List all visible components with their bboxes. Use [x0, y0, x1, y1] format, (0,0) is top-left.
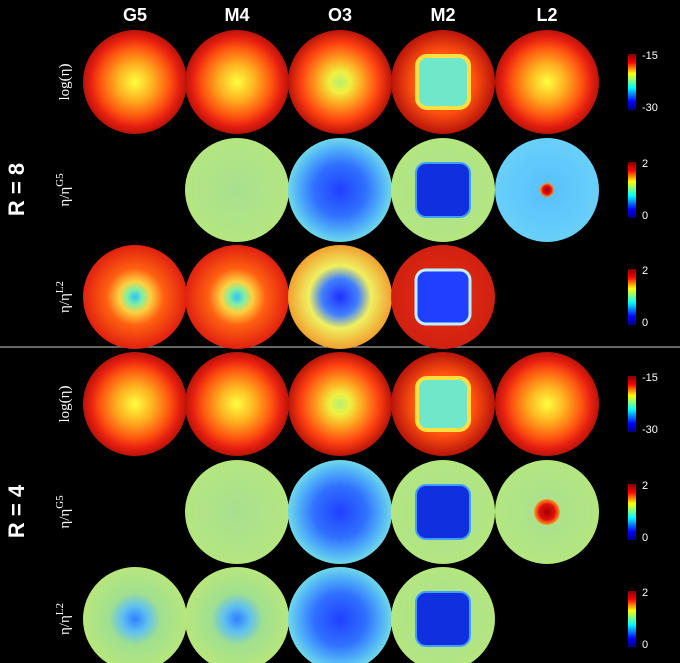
heatmap-square — [415, 591, 471, 647]
group-label: R = 4 — [4, 484, 29, 538]
heatmap-square — [415, 54, 471, 110]
colorbar-max: -15 — [642, 372, 658, 384]
heatmap-disk — [288, 460, 392, 564]
colorbar-min: 0 — [642, 210, 648, 222]
heatmap-disk — [288, 138, 392, 242]
row-label-sup: L2 — [54, 281, 66, 293]
heatmap-disk — [288, 567, 392, 663]
heatmap-disk — [288, 30, 392, 134]
heatmap-disk — [185, 245, 289, 349]
row-label: η/ηG5 — [54, 495, 74, 529]
group-label: R = 8 — [4, 163, 29, 216]
colorbar-min: -30 — [642, 424, 658, 436]
colorbar — [628, 376, 636, 432]
row-label: log(η) — [57, 385, 73, 422]
colorbar — [628, 484, 636, 540]
colorbar-max: 2 — [642, 480, 648, 492]
column-label: M2 — [430, 5, 455, 25]
heatmap-disk — [83, 567, 187, 663]
colorbar — [628, 54, 636, 110]
column-label: M4 — [224, 5, 249, 25]
row-label: η/ηL2 — [54, 281, 74, 313]
row-label-base: η/η — [57, 615, 73, 635]
heatmap-disk — [288, 352, 392, 456]
column-label: L2 — [536, 5, 557, 25]
heatmap-disk — [185, 138, 289, 242]
colorbar — [628, 591, 636, 647]
colorbar-min: 0 — [642, 639, 648, 651]
row-label-sup: G5 — [54, 495, 66, 509]
row-label-base: η/η — [57, 293, 73, 313]
row-label: log(η) — [57, 63, 73, 100]
heatmap-square — [414, 268, 472, 326]
heatmap-square — [415, 162, 471, 218]
heatmap-disk — [185, 352, 289, 456]
heatmap-disk — [83, 245, 187, 349]
column-label: O3 — [328, 5, 352, 25]
colorbar — [628, 162, 636, 218]
row-label-base: log(η) — [57, 63, 73, 100]
colorbar — [628, 269, 636, 325]
heatmap-disk — [185, 460, 289, 564]
colorbar-max: 2 — [642, 265, 648, 277]
heatmap-square — [415, 376, 471, 432]
colorbar-min: -30 — [642, 102, 658, 114]
heatmap-dot — [540, 183, 554, 197]
row-label: η/ηG5 — [54, 173, 74, 207]
heatmap-disk — [495, 352, 599, 456]
heatmap-square — [415, 484, 471, 540]
row-label-base: log(η) — [57, 385, 73, 422]
heatmap-disk — [288, 245, 392, 349]
colorbar-min: 0 — [642, 532, 648, 544]
row-label: η/ηL2 — [54, 603, 74, 635]
heatmap-dot — [534, 499, 560, 525]
row-label-sup: G5 — [54, 173, 66, 187]
heatmap-disk — [83, 352, 187, 456]
colorbar-max: 2 — [642, 158, 648, 170]
heatmap-disk — [495, 30, 599, 134]
row-label-base: η/η — [57, 187, 73, 207]
heatmap-disk — [83, 30, 187, 134]
column-label: G5 — [123, 5, 147, 25]
row-label-sup: L2 — [54, 603, 66, 615]
colorbar-max: -15 — [642, 50, 658, 62]
row-label-base: η/η — [57, 509, 73, 529]
heatmap-disk — [185, 567, 289, 663]
heatmap-disk — [185, 30, 289, 134]
colorbar-min: 0 — [642, 317, 648, 329]
colorbar-max: 2 — [642, 587, 648, 599]
